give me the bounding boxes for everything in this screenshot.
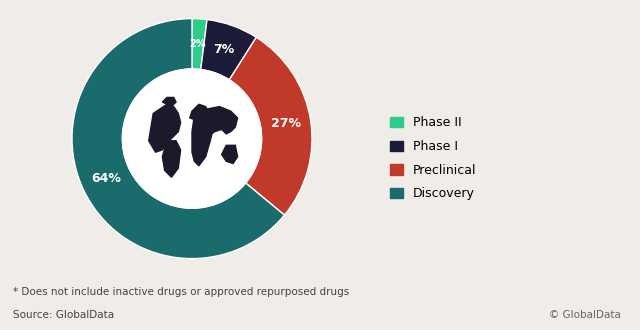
- Text: 7%: 7%: [214, 43, 235, 56]
- Polygon shape: [192, 116, 212, 166]
- Polygon shape: [163, 141, 180, 177]
- Text: © GlobalData: © GlobalData: [549, 310, 621, 320]
- Wedge shape: [192, 18, 207, 70]
- Wedge shape: [72, 18, 284, 259]
- Text: 2%: 2%: [189, 39, 206, 49]
- Text: 64%: 64%: [92, 173, 121, 185]
- Polygon shape: [189, 104, 208, 120]
- Polygon shape: [196, 107, 237, 136]
- Polygon shape: [148, 104, 180, 152]
- Wedge shape: [229, 37, 312, 215]
- Legend: Phase II, Phase I, Preclinical, Discovery: Phase II, Phase I, Preclinical, Discover…: [390, 116, 476, 200]
- Wedge shape: [201, 19, 256, 80]
- Text: 27%: 27%: [271, 117, 301, 130]
- Polygon shape: [163, 97, 176, 107]
- Circle shape: [122, 69, 262, 208]
- Text: Source: GlobalData: Source: GlobalData: [13, 310, 114, 320]
- Text: * Does not include inactive drugs or approved repurposed drugs: * Does not include inactive drugs or app…: [13, 287, 349, 297]
- Polygon shape: [221, 145, 237, 164]
